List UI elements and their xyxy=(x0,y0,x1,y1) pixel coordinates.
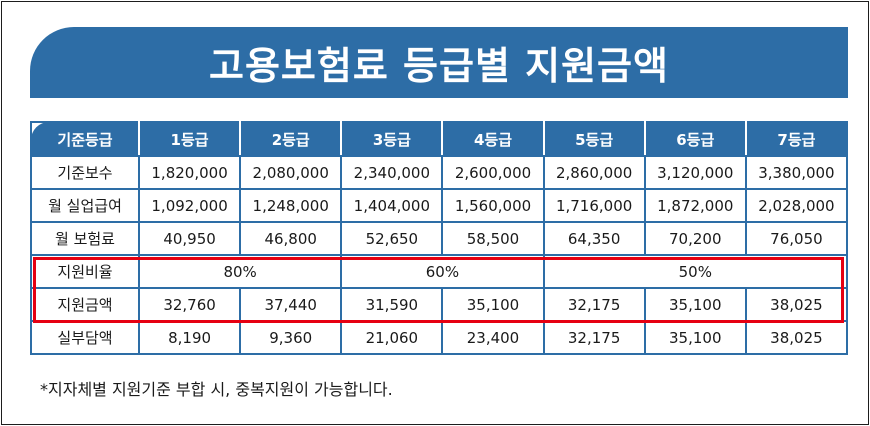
table-cell: 40,950 xyxy=(137,221,242,256)
table-cell: 1,092,000 xyxy=(137,188,242,223)
table-cell: 2,080,000 xyxy=(239,155,343,190)
support-rate-grades-5-7: 50% xyxy=(542,254,849,289)
table-cell: 1,404,000 xyxy=(340,188,444,223)
table-cell: 35,100 xyxy=(441,287,545,322)
row-label: 월 보험료 xyxy=(30,221,140,256)
table-cell: 1,248,000 xyxy=(239,188,343,223)
table-cell: 8,190 xyxy=(137,320,242,355)
table-cell: 64,350 xyxy=(542,221,646,256)
table-row-actual-burden: 실부담액 8,190 9,360 21,060 23,400 32,175 35… xyxy=(30,320,849,355)
header-cell: 기준등급 xyxy=(30,121,140,157)
header-cell: 4등급 xyxy=(441,121,545,157)
header-cell: 2등급 xyxy=(239,121,343,157)
table-cell: 1,716,000 xyxy=(542,188,646,223)
row-label: 지원비율 xyxy=(30,254,140,289)
support-rate-grades-1-2: 80% xyxy=(137,254,343,289)
table-cell: 46,800 xyxy=(239,221,343,256)
table-cell: 2,860,000 xyxy=(542,155,646,190)
table-cell: 70,200 xyxy=(643,221,747,256)
table-header-row: 기준등급 1등급 2등급 3등급 4등급 5등급 6등급 7등급 xyxy=(30,121,849,157)
table-cell: 35,100 xyxy=(643,320,747,355)
table-cell: 76,050 xyxy=(744,221,849,256)
table-cell: 32,175 xyxy=(542,287,646,322)
table-cell: 32,760 xyxy=(137,287,242,322)
table-cell: 2,028,000 xyxy=(744,188,849,223)
page-title: 고용보험료 등급별 지원금액 xyxy=(30,27,848,98)
table-cell: 2,600,000 xyxy=(441,155,545,190)
table-cell: 32,175 xyxy=(542,320,646,355)
footnote: *지자체별 지원기준 부합 시, 중복지원이 가능합니다. xyxy=(40,380,393,399)
table-cell: 38,025 xyxy=(744,320,849,355)
table-cell: 1,820,000 xyxy=(137,155,242,190)
table-row-monthly-premium: 월 보험료 40,950 46,800 52,650 58,500 64,350… xyxy=(30,221,849,256)
table-cell: 3,120,000 xyxy=(643,155,747,190)
table-cell: 35,100 xyxy=(643,287,747,322)
table-row-base-pay: 기준보수 1,820,000 2,080,000 2,340,000 2,600… xyxy=(30,155,849,190)
table-cell: 37,440 xyxy=(239,287,343,322)
header-cell: 5등급 xyxy=(542,121,646,157)
table-cell: 58,500 xyxy=(441,221,545,256)
header-cell: 6등급 xyxy=(643,121,747,157)
row-label: 실부담액 xyxy=(30,320,140,355)
table-cell: 21,060 xyxy=(340,320,444,355)
row-label: 월 실업급여 xyxy=(30,188,140,223)
row-label: 기준보수 xyxy=(30,155,140,190)
header-cell: 1등급 xyxy=(137,121,242,157)
table-cell: 3,380,000 xyxy=(744,155,849,190)
table-cell: 2,340,000 xyxy=(340,155,444,190)
header-cell: 3등급 xyxy=(340,121,444,157)
table-cell: 1,872,000 xyxy=(643,188,747,223)
table-cell: 31,590 xyxy=(340,287,444,322)
row-label: 지원금액 xyxy=(30,287,140,322)
table-cell: 9,360 xyxy=(239,320,343,355)
table-cell: 1,560,000 xyxy=(441,188,545,223)
table-row-support-amount: 지원금액 32,760 37,440 31,590 35,100 32,175 … xyxy=(30,287,849,322)
grade-support-table: 기준등급 1등급 2등급 3등급 4등급 5등급 6등급 7등급 기준보수 1,… xyxy=(30,121,849,355)
table-cell: 38,025 xyxy=(744,287,849,322)
table-row-support-rate: 지원비율 80% 60% 50% xyxy=(30,254,849,289)
support-rate-grades-3-4: 60% xyxy=(340,254,545,289)
table-cell: 52,650 xyxy=(340,221,444,256)
header-cell: 7등급 xyxy=(744,121,849,157)
table-row-monthly-unemployment: 월 실업급여 1,092,000 1,248,000 1,404,000 1,5… xyxy=(30,188,849,223)
table-cell: 23,400 xyxy=(441,320,545,355)
